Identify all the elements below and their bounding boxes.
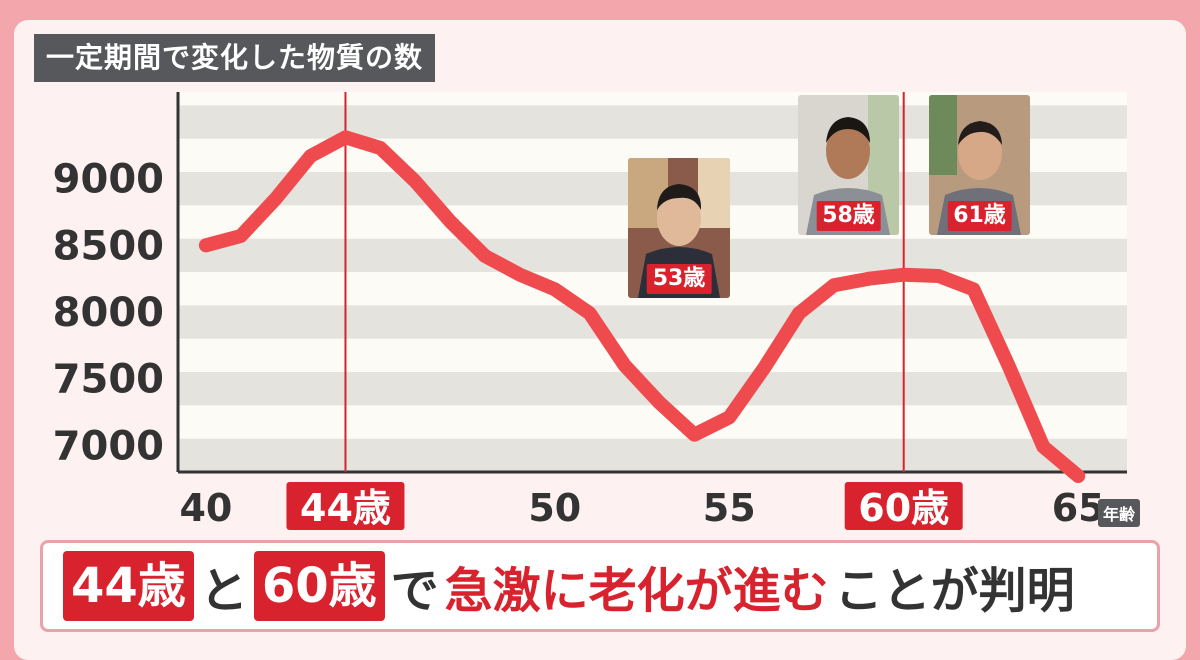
x-tick-label: 40 <box>179 486 232 530</box>
portrait-58: 58歳 <box>798 95 899 235</box>
line-chart: 7000 7500 8000 8500 9000 40 44歳 50 55 60歳 65 <box>53 92 1127 530</box>
y-tick-label: 9000 <box>53 157 164 203</box>
portrait-age-label: 53歳 <box>646 264 712 294</box>
series-line <box>198 130 1086 483</box>
portrait-age-label: 58歳 <box>816 201 881 231</box>
x-tick-label: 44歳 <box>300 486 391 530</box>
chart-title: 一定期間で変化した物質の数 <box>34 34 436 82</box>
x-tick-highlight <box>286 482 405 530</box>
caption-age-44: 44歳 <box>63 551 194 621</box>
grid-band <box>178 438 1127 472</box>
caption-tail: ことが判明 <box>834 563 1075 619</box>
caption-banner: 44歳 と 60歳 で 急激に老化が進む ことが判明 <box>40 540 1160 632</box>
caption-age-60: 60歳 <box>253 551 385 621</box>
portrait-53: 53歳 <box>628 158 730 298</box>
x-unit-tag: 年齢 <box>1097 499 1140 527</box>
y-tick-label: 8000 <box>53 290 164 336</box>
y-tick-label: 7500 <box>53 357 164 403</box>
portrait-61: 61歳 <box>929 95 1030 235</box>
x-tick-label: 55 <box>703 486 756 530</box>
grid-band <box>178 305 1127 339</box>
y-tick-label: 8500 <box>53 223 164 269</box>
x-tick-label: 60歳 <box>858 486 949 530</box>
y-tick-label: 7000 <box>53 423 164 469</box>
caption-particle: で <box>390 563 439 619</box>
x-tick-label: 65 <box>1052 486 1105 530</box>
x-tick-highlight <box>844 482 963 530</box>
caption-emphasis: 急激に老化が進む <box>444 563 829 619</box>
x-tick-label: 50 <box>528 486 581 530</box>
portrait-age-label: 61歳 <box>947 201 1012 231</box>
caption-conjunction: と <box>199 563 248 619</box>
